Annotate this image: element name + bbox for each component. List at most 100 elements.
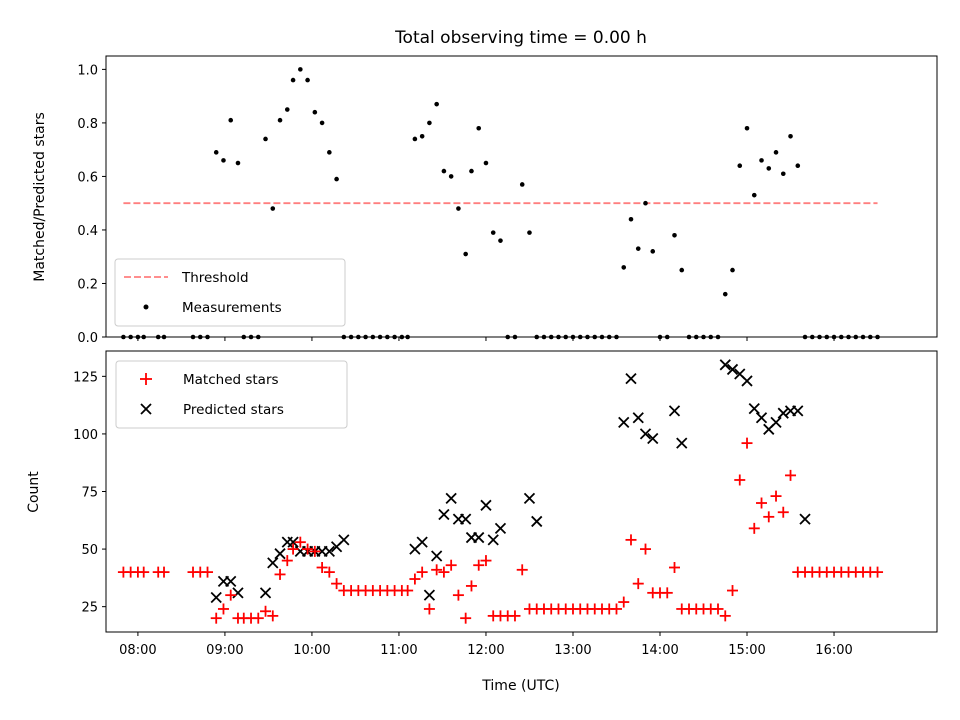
predicted-point-stroke-b <box>323 545 335 558</box>
predicted-point <box>338 534 350 546</box>
predicted-point-stroke-b <box>755 412 768 424</box>
matched-point <box>712 603 724 615</box>
predicted-point-stroke-b <box>431 550 443 562</box>
matched-point <box>423 603 435 615</box>
measurement-point <box>773 150 779 155</box>
predicted-point-stroke-b <box>267 557 279 569</box>
x-tick-label: 12:00 <box>467 643 504 658</box>
matched-point <box>281 555 293 567</box>
predicted-point-stroke-b <box>460 513 472 525</box>
legend-predicted-label: Predicted stars <box>183 402 284 418</box>
predicted-point <box>632 412 644 424</box>
x-tick-label: 13:00 <box>554 643 591 658</box>
predicted-point <box>287 536 299 548</box>
top-legend: Threshold Measurements <box>114 258 346 327</box>
predicted-point-stroke-b <box>792 405 804 417</box>
measurement-point <box>744 125 750 131</box>
predicted-point <box>618 416 630 429</box>
bottom-y-tick-label: 50 <box>81 543 98 558</box>
measurement-point <box>427 120 432 126</box>
predicted-point <box>668 405 681 417</box>
bottom-y-tick-label: 75 <box>81 486 98 501</box>
measurement-point <box>277 117 283 123</box>
measurement-point <box>270 206 276 211</box>
top-y-tick-label: 0.2 <box>77 277 98 292</box>
legend-measurements-swatch <box>143 304 149 310</box>
predicted-point <box>755 412 768 424</box>
measurement-point <box>483 160 489 166</box>
measurement-point <box>628 216 634 222</box>
predicted-point <box>792 405 804 417</box>
top-plot-marks <box>121 67 880 340</box>
matched-point <box>252 612 264 624</box>
legend-matched-swatch <box>140 373 152 385</box>
bottom-y-tick-label: 125 <box>73 370 98 385</box>
matched-point <box>438 566 450 578</box>
x-tick-label: 10:00 <box>293 643 330 658</box>
matched-point <box>225 589 237 601</box>
matched-point <box>274 568 286 580</box>
chart-title: Total observing time = 0.00 h <box>394 28 647 48</box>
x-tick-label: 09:00 <box>206 643 243 658</box>
predicted-point <box>494 522 507 534</box>
x-tick-label: 16:00 <box>815 643 852 658</box>
predicted-point <box>523 492 536 505</box>
top-legend-box <box>114 258 346 327</box>
measurement-point <box>263 136 268 142</box>
predicted-point-stroke-b <box>676 437 688 449</box>
matched-point <box>210 612 222 624</box>
measurement-point <box>327 150 332 155</box>
predicted-point <box>531 515 543 528</box>
measurement-point <box>235 160 241 166</box>
matched-point <box>465 580 477 592</box>
predicted-point-stroke-b <box>734 368 746 380</box>
legend-measurements-label: Measurements <box>182 300 282 316</box>
bottom-y-tick-label: 25 <box>81 601 98 616</box>
predicted-point-stroke-b <box>210 591 222 604</box>
predicted-point-stroke-b <box>487 534 499 546</box>
bottom-y-tick-label: 100 <box>73 428 98 443</box>
top-y-tick-label: 0.8 <box>77 117 98 132</box>
measurement-point <box>672 233 677 238</box>
matched-point <box>287 543 299 555</box>
matched-point <box>267 610 279 622</box>
measurement-point <box>490 230 496 235</box>
measurement-point <box>463 251 468 257</box>
predicted-point <box>639 428 652 440</box>
matched-point <box>770 490 782 502</box>
measurement-point <box>650 249 656 254</box>
measurement-point <box>290 77 296 83</box>
predicted-point <box>445 492 457 505</box>
measurement-point <box>319 120 325 126</box>
x-tick-label: 11:00 <box>380 643 417 658</box>
top-x-ticks <box>137 337 835 341</box>
measurement-point <box>284 107 290 112</box>
predicted-point <box>267 557 279 569</box>
measurement-point <box>305 77 310 83</box>
predicted-point-stroke-b <box>225 575 237 587</box>
matched-point <box>763 511 775 523</box>
predicted-point <box>423 589 436 601</box>
matched-point <box>217 603 229 615</box>
measurement-point <box>519 182 525 187</box>
matched-point <box>294 536 306 548</box>
measurement-point <box>788 133 793 139</box>
measurement-point <box>730 267 735 273</box>
measurement-point <box>412 136 418 142</box>
matched-point <box>734 474 746 486</box>
predicted-point-stroke-b <box>726 363 739 376</box>
matched-point <box>632 578 644 590</box>
top-y-tick-label: 0.4 <box>77 224 98 239</box>
measurement-point <box>498 238 503 243</box>
matched-point <box>138 566 150 578</box>
matched-point <box>416 566 428 578</box>
predicted-point <box>676 437 688 449</box>
matched-point <box>639 543 651 555</box>
bottom-legend-box <box>115 360 348 429</box>
predicted-point <box>748 402 760 415</box>
predicted-point-stroke-b <box>416 536 428 548</box>
matched-point <box>777 506 789 518</box>
measurement-point <box>448 174 454 179</box>
matched-point <box>460 612 472 624</box>
measurement-point <box>527 230 532 235</box>
